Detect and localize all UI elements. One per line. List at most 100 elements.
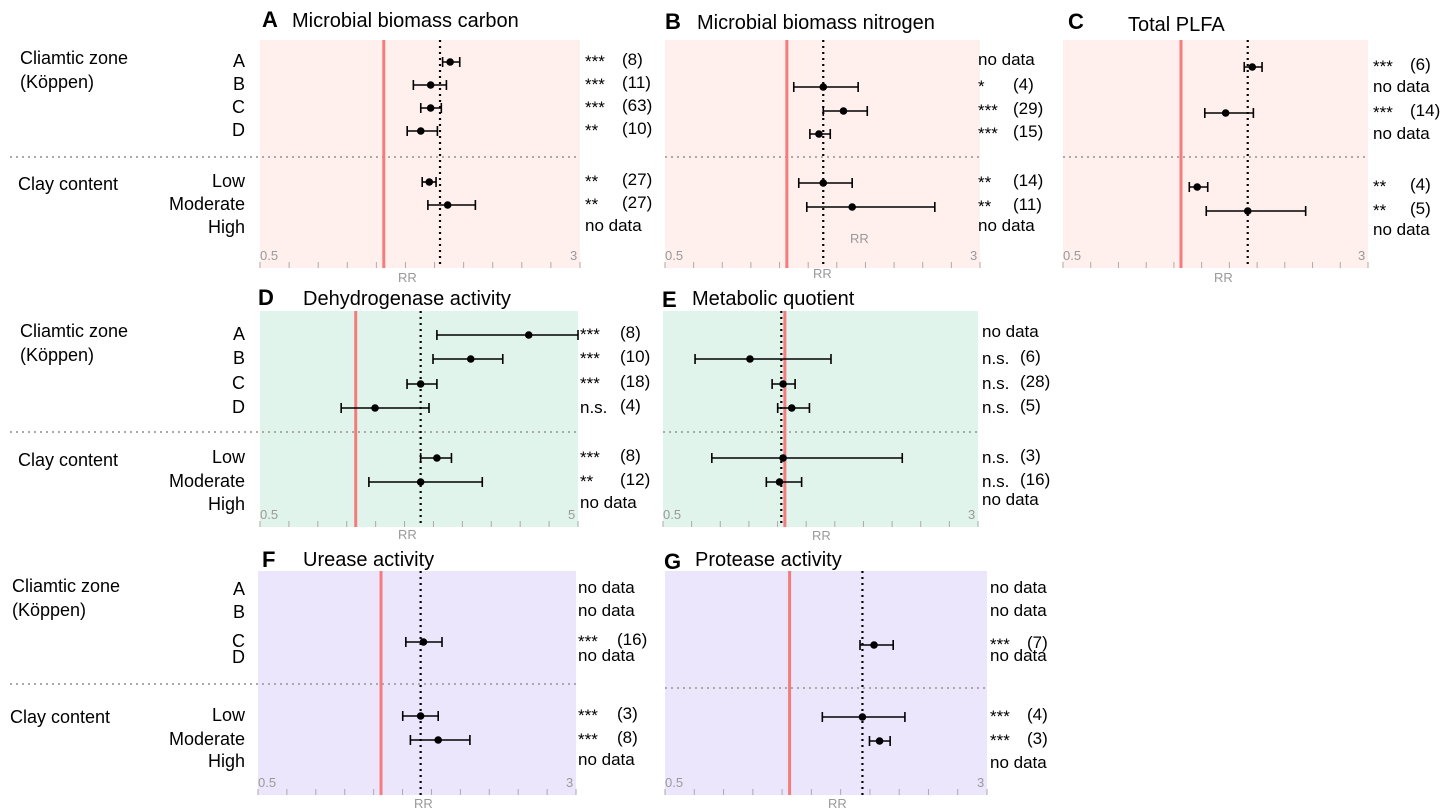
significance-label: n.s. bbox=[982, 472, 1010, 491]
row-label-moderate: Moderate bbox=[168, 194, 245, 214]
significance-label: *** bbox=[990, 731, 1010, 750]
no-data-label: no data bbox=[990, 578, 1047, 597]
mean-point bbox=[443, 201, 452, 209]
sample-size-label: (10) bbox=[622, 119, 653, 138]
significance-label: ** bbox=[585, 121, 599, 140]
panel-b-letter: B bbox=[665, 9, 681, 34]
mean-point bbox=[524, 331, 533, 339]
significance-label: *** bbox=[978, 124, 998, 143]
mean-point bbox=[419, 638, 428, 646]
sample-size-label: (27) bbox=[622, 193, 653, 212]
mean-point bbox=[446, 58, 454, 66]
mean-point bbox=[426, 104, 435, 112]
panel-f-title: Urease activity bbox=[303, 549, 435, 571]
significance-label: *** bbox=[585, 75, 605, 94]
mean-point bbox=[819, 179, 828, 187]
mean-point bbox=[858, 713, 867, 721]
no-data-label: no data bbox=[580, 493, 637, 512]
mean-point bbox=[875, 737, 884, 745]
clay-content-heading: Clay content bbox=[18, 174, 119, 194]
significance-label: *** bbox=[990, 707, 1010, 726]
effect-size-f-moderate bbox=[409, 735, 471, 745]
effect-size-b-d bbox=[809, 129, 832, 139]
no-data-label: no data bbox=[990, 646, 1047, 665]
panel-g-x-ticks bbox=[664, 789, 988, 795]
effect-size-c-moderate bbox=[1205, 206, 1307, 216]
mean-point bbox=[425, 178, 434, 186]
climatic-zone-heading-line: (Köppen) bbox=[20, 72, 95, 92]
effect-size-d-low bbox=[419, 453, 453, 463]
x-tick-label-max: 3 bbox=[977, 775, 985, 790]
panel-a-background bbox=[260, 40, 580, 268]
sample-size-label: (14) bbox=[1410, 101, 1441, 120]
effect-size-b-b bbox=[792, 82, 859, 92]
row-label-moderate: Moderate bbox=[168, 729, 245, 749]
panel-e-letter: E bbox=[662, 287, 677, 312]
x-tick-label-min: 0.5 bbox=[665, 248, 684, 263]
mean-point bbox=[779, 454, 787, 462]
mean-point bbox=[1243, 207, 1252, 215]
significance-label: ** bbox=[585, 195, 599, 214]
significance-label: *** bbox=[1373, 57, 1393, 76]
mean-point bbox=[416, 127, 425, 135]
effect-size-g-c bbox=[859, 640, 894, 650]
row-label-low: Low bbox=[211, 705, 245, 725]
mean-point bbox=[819, 83, 828, 91]
effect-size-a-d bbox=[406, 126, 439, 136]
sample-size-label: (11) bbox=[1013, 195, 1042, 214]
sample-size-label: (4) bbox=[1027, 705, 1048, 724]
mean-point bbox=[426, 81, 435, 89]
panel-c-letter: C bbox=[1068, 9, 1084, 34]
row-label-a: A bbox=[232, 324, 245, 344]
no-data-label: no data bbox=[990, 601, 1047, 620]
sample-size-label: (6) bbox=[1410, 55, 1431, 74]
effect-size-e-moderate bbox=[765, 477, 803, 487]
sample-size-label: (8) bbox=[620, 446, 641, 465]
x-tick-label-min: 0.5 bbox=[665, 775, 684, 790]
x-tick-label-max: 3 bbox=[970, 248, 978, 263]
significance-label: n.s. bbox=[982, 374, 1010, 393]
panel-g-title: Protease activity bbox=[695, 549, 842, 571]
significance-label: n.s. bbox=[982, 448, 1010, 467]
no-data-label: no data bbox=[578, 601, 635, 620]
panel-c-x-ticks bbox=[1062, 262, 1369, 268]
effect-size-c-a bbox=[1243, 62, 1263, 72]
significance-label: ** bbox=[1373, 201, 1387, 220]
x-tick-label-min: 0.5 bbox=[663, 507, 682, 522]
significance-label: *** bbox=[578, 730, 598, 749]
mean-point bbox=[416, 712, 425, 720]
effect-size-a-c bbox=[419, 103, 443, 113]
sample-size-label: (14) bbox=[1013, 171, 1044, 190]
climatic-zone-heading: Cliamtic zone (Köppen) bbox=[20, 46, 128, 94]
panel-g-background bbox=[665, 571, 987, 795]
significance-label: *** bbox=[580, 448, 600, 467]
no-data-label: no data bbox=[1373, 124, 1430, 143]
no-data-label: no data bbox=[990, 753, 1047, 772]
panel-d-background bbox=[260, 311, 578, 527]
effect-size-a-b bbox=[412, 80, 448, 90]
panel-g-letter: G bbox=[664, 549, 682, 574]
effect-size-d-moderate bbox=[368, 477, 484, 487]
sample-size-label: (4) bbox=[1410, 175, 1431, 194]
row-label-high: High bbox=[207, 751, 245, 771]
effect-size-d-b bbox=[432, 354, 504, 364]
x-tick-label-max: 3 bbox=[1358, 248, 1366, 263]
significance-label: ** bbox=[1373, 177, 1387, 196]
climatic-zone-heading-line: Cliamtic zone bbox=[20, 48, 129, 68]
row-label-c: C bbox=[232, 631, 245, 651]
sample-size-label: (3) bbox=[617, 704, 638, 723]
panel-a-title: Microbial biomass carbon bbox=[292, 10, 519, 32]
effect-size-e-c bbox=[771, 379, 796, 389]
no-data-label: no data bbox=[978, 216, 1035, 235]
sample-size-label: (29) bbox=[1013, 99, 1044, 118]
effect-size-g-low bbox=[821, 712, 906, 722]
mean-point bbox=[1193, 183, 1202, 191]
effect-size-e-low bbox=[711, 453, 904, 463]
panel-f-x-ticks bbox=[257, 789, 577, 795]
x-tick-label-max: 3 bbox=[968, 507, 976, 522]
panel-d-title: Dehydrogenase activity bbox=[303, 288, 511, 310]
mean-point bbox=[839, 107, 848, 115]
x-tick-label-max: 3 bbox=[570, 248, 578, 263]
mean-point bbox=[815, 130, 823, 138]
significance-label: *** bbox=[580, 349, 600, 368]
